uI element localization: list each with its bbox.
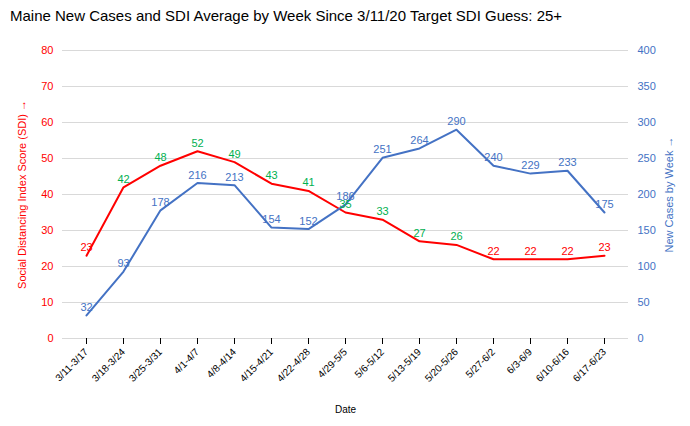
svg-text:229: 229 — [521, 159, 539, 171]
svg-text:400: 400 — [638, 44, 656, 56]
svg-text:178: 178 — [151, 196, 169, 208]
svg-text:6/17-6/23: 6/17-6/23 — [571, 346, 609, 384]
svg-text:41: 41 — [302, 176, 314, 188]
svg-text:20: 20 — [41, 260, 53, 272]
svg-text:4/1-4/7: 4/1-4/7 — [171, 346, 201, 376]
svg-text:240: 240 — [484, 151, 502, 163]
svg-text:4/29-5/5: 4/29-5/5 — [315, 346, 349, 380]
svg-text:3/18-3/24: 3/18-3/24 — [90, 346, 128, 384]
svg-text:60: 60 — [41, 116, 53, 128]
svg-text:New Cases by Week →: New Cases by Week → — [663, 137, 675, 253]
svg-text:175: 175 — [595, 198, 613, 210]
svg-text:22: 22 — [561, 245, 573, 257]
svg-text:5/6-5/12: 5/6-5/12 — [352, 346, 386, 380]
svg-text:216: 216 — [188, 169, 206, 181]
svg-text:152: 152 — [299, 215, 317, 227]
svg-text:300: 300 — [638, 116, 656, 128]
svg-text:0: 0 — [47, 332, 53, 344]
svg-text:23: 23 — [80, 241, 92, 253]
svg-text:3/11-3/17: 3/11-3/17 — [53, 346, 90, 383]
svg-text:350: 350 — [638, 80, 656, 92]
svg-text:5/13-5/19: 5/13-5/19 — [386, 346, 424, 384]
svg-text:48: 48 — [154, 151, 166, 163]
svg-text:49: 49 — [228, 148, 240, 160]
svg-text:93: 93 — [117, 257, 129, 269]
svg-text:22: 22 — [487, 245, 499, 257]
svg-text:35: 35 — [339, 198, 352, 210]
svg-text:251: 251 — [373, 143, 391, 155]
svg-text:290: 290 — [447, 115, 465, 127]
svg-text:0: 0 — [638, 332, 644, 344]
svg-text:4/8-4/14: 4/8-4/14 — [204, 346, 238, 380]
svg-text:70: 70 — [41, 80, 53, 92]
svg-text:52: 52 — [191, 137, 203, 149]
svg-text:4/15-4/21: 4/15-4/21 — [238, 346, 276, 384]
svg-text:10: 10 — [41, 296, 53, 308]
svg-text:50: 50 — [638, 296, 650, 308]
svg-text:6/10-6/16: 6/10-6/16 — [534, 346, 572, 384]
svg-text:233: 233 — [558, 156, 576, 168]
svg-text:33: 33 — [376, 205, 388, 217]
svg-text:150: 150 — [638, 224, 656, 236]
svg-text:43: 43 — [265, 169, 277, 181]
svg-text:23: 23 — [598, 241, 610, 253]
svg-text:264: 264 — [410, 134, 428, 146]
svg-text:3/25-3/31: 3/25-3/31 — [127, 346, 165, 384]
svg-text:30: 30 — [41, 224, 53, 236]
svg-text:42: 42 — [117, 173, 129, 185]
svg-text:213: 213 — [225, 171, 243, 183]
svg-text:80: 80 — [41, 44, 53, 56]
svg-text:27: 27 — [413, 227, 425, 239]
svg-text:186: 186 — [336, 190, 354, 202]
svg-text:200: 200 — [638, 188, 656, 200]
svg-text:5/20-5/26: 5/20-5/26 — [423, 346, 461, 384]
html-text:Maine New Cases and SDI Averag: Maine New Cases and SDI Average by Week … — [10, 7, 563, 24]
svg-text:50: 50 — [41, 152, 53, 164]
svg-text:22: 22 — [524, 245, 536, 257]
svg-text:Date: Date — [335, 404, 357, 415]
svg-text:100: 100 — [638, 260, 656, 272]
svg-text:32: 32 — [80, 301, 92, 313]
svg-text:26: 26 — [450, 230, 462, 242]
svg-text:4/22-4/28: 4/22-4/28 — [275, 346, 313, 384]
svg-text:Social Distancing Index Score: Social Distancing Index Score (SDI) → — [16, 100, 28, 289]
svg-text:5/27-6/2: 5/27-6/2 — [463, 346, 497, 380]
svg-text:6/3-6/9: 6/3-6/9 — [504, 346, 534, 376]
svg-text:40: 40 — [41, 188, 53, 200]
svg-text:154: 154 — [262, 213, 280, 225]
svg-text:250: 250 — [638, 152, 656, 164]
